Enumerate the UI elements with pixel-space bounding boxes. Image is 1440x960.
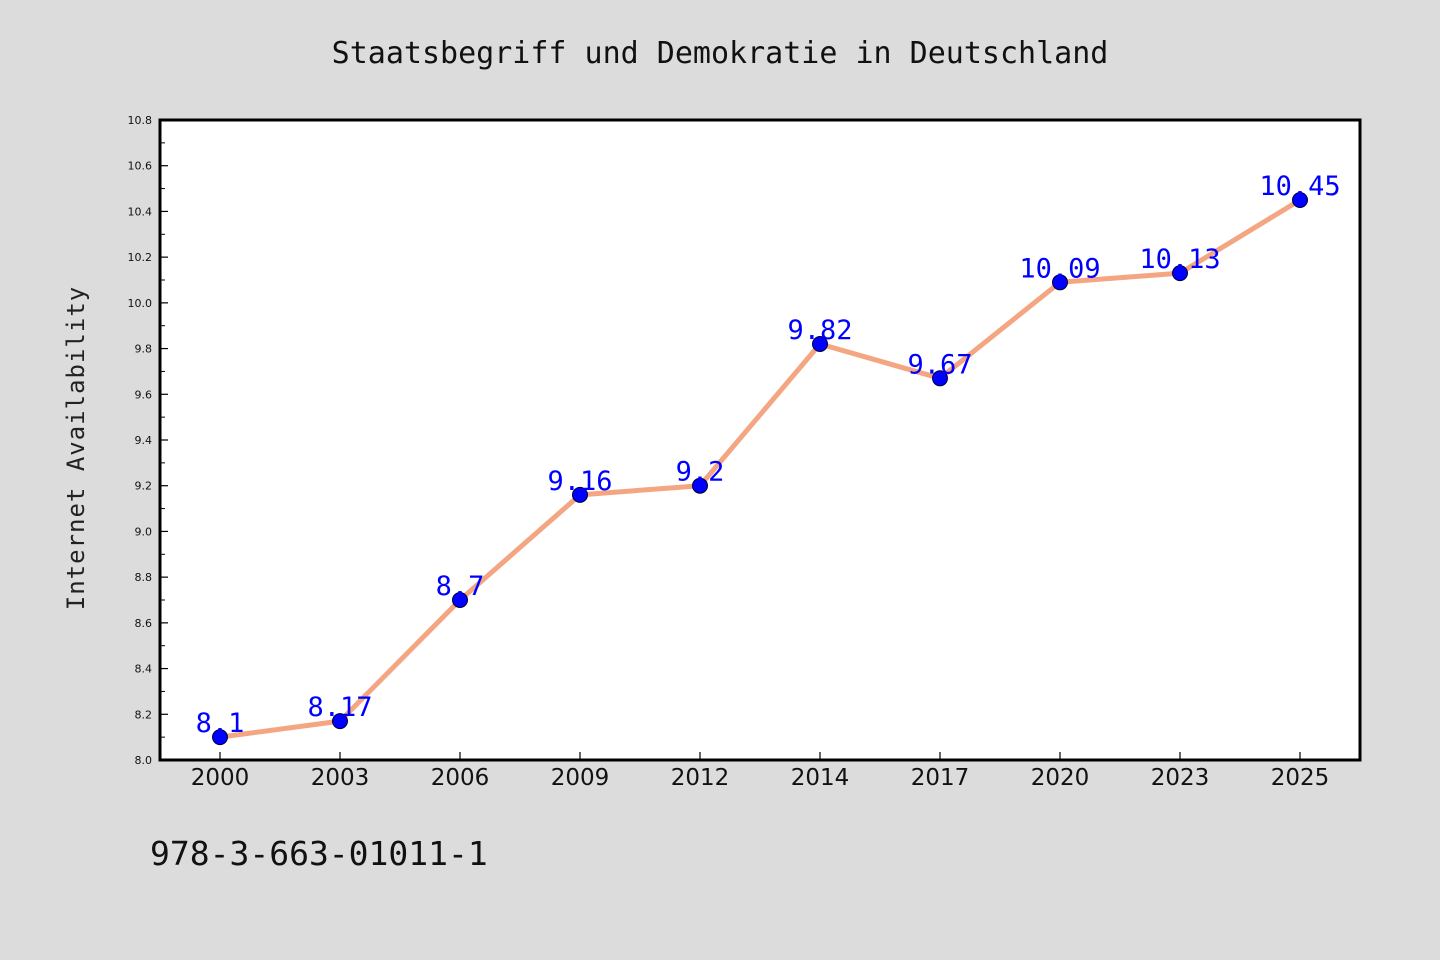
data-point <box>452 592 468 608</box>
x-tick-label: 2003 <box>311 765 370 791</box>
data-label: 9.2 <box>676 457 725 488</box>
x-tick-label: 2023 <box>1151 765 1210 791</box>
isbn-footnote: 978-3-663-01011-1 <box>150 834 488 873</box>
x-tick-label: 2009 <box>551 765 610 791</box>
x-tick-label: 2020 <box>1031 765 1090 791</box>
y-axis-label: Internet Availability <box>62 286 90 610</box>
data-point <box>1172 265 1188 282</box>
data-label: 9.16 <box>547 466 612 497</box>
data-point <box>572 486 588 503</box>
x-tick-label: 2017 <box>911 765 970 791</box>
data-label: 8.7 <box>436 571 485 602</box>
data-label: 10.45 <box>1259 171 1340 202</box>
y-tick-label: 9.2 <box>135 480 153 493</box>
series-layer: 8.1 8.17 8.7 9.16 9.2 9.82 9.67 10.09 10.13 10.45 <box>196 171 1341 746</box>
y-tick-label: 9.6 <box>135 388 153 401</box>
data-label: 9.67 <box>907 349 972 380</box>
y-tick-label: 8.4 <box>135 663 153 676</box>
data-label: 10.09 <box>1019 253 1100 284</box>
data-label: 8.17 <box>307 692 372 723</box>
x-tick-label: 2012 <box>671 765 730 791</box>
y-tick-label: 9.8 <box>135 343 153 356</box>
data-point <box>212 729 228 746</box>
data-label: 8.1 <box>196 708 245 739</box>
x-axis-ticks: 2000 2003 2006 2009 2012 2014 2017 2020 2023 2025 <box>191 752 1330 791</box>
y-tick-label: 9.0 <box>135 525 153 538</box>
y-axis-ticks: 8.0 8.2 8.4 8.6 8.8 9.0 9.2 9.4 9.6 9.8 10.0 10.2 10… <box>128 114 168 767</box>
data-point <box>332 713 348 730</box>
x-tick-label: 2014 <box>791 765 850 791</box>
y-tick-label: 10.6 <box>128 160 153 173</box>
series-line <box>217 197 1303 740</box>
data-point <box>692 477 708 494</box>
y-tick-label: 10.0 <box>128 297 153 310</box>
y-tick-label: 8.6 <box>135 617 153 630</box>
data-point <box>932 370 948 387</box>
x-tick-label: 2006 <box>431 765 490 791</box>
y-tick-label: 8.8 <box>135 571 153 584</box>
data-point <box>1052 274 1068 291</box>
data-label: 9.82 <box>787 315 852 346</box>
x-tick-label: 2000 <box>191 765 250 791</box>
x-tick-label: 2025 <box>1271 765 1330 791</box>
y-tick-label: 9.4 <box>135 434 153 447</box>
data-point <box>812 336 828 352</box>
y-tick-label: 8.0 <box>135 754 153 767</box>
plot-area <box>158 118 1362 762</box>
y-tick-label: 10.8 <box>128 114 153 127</box>
chart-title: Staatsbegriff und Demokratie in Deutschl… <box>332 36 1109 71</box>
y-tick-label: 8.2 <box>135 708 153 721</box>
y-tick-label: 10.2 <box>128 251 153 264</box>
data-point <box>1292 192 1308 208</box>
y-tick-label: 10.4 <box>128 205 153 218</box>
data-label: 10.13 <box>1139 244 1220 275</box>
